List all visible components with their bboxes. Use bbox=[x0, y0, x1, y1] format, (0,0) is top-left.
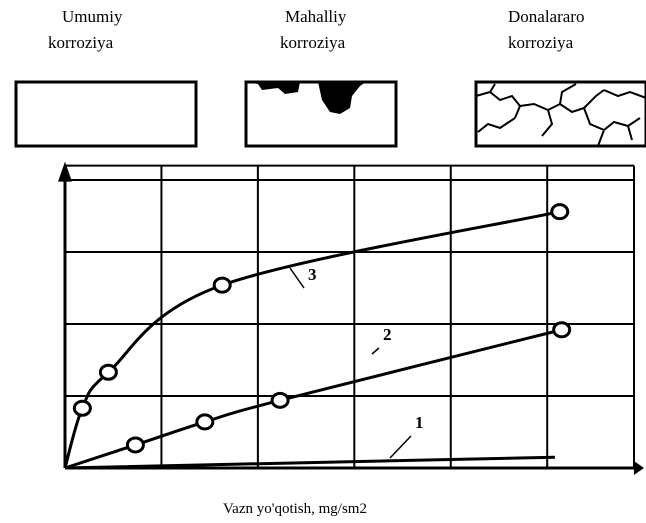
leader-line bbox=[390, 436, 411, 458]
series-line bbox=[65, 212, 560, 468]
panel-label: Donalararo bbox=[508, 7, 584, 26]
marker bbox=[554, 323, 570, 337]
corrosion-panels: Umumiy korroziya Mahalliy korroziya Dona… bbox=[16, 7, 646, 146]
series-line bbox=[65, 457, 555, 468]
panel-box bbox=[476, 82, 646, 146]
grain-cracks bbox=[476, 84, 646, 146]
panel-label: korroziya bbox=[508, 33, 574, 52]
panel-label: korroziya bbox=[280, 33, 346, 52]
marker bbox=[74, 401, 90, 415]
panel-label: Mahalliy bbox=[285, 7, 347, 26]
marker bbox=[197, 415, 213, 429]
marker bbox=[127, 438, 143, 452]
x-axis-label: Vazn yo'qotish, mg/sm2 bbox=[223, 501, 367, 517]
marker bbox=[272, 393, 288, 407]
x-axis-arrow bbox=[634, 461, 644, 475]
pit bbox=[318, 82, 366, 114]
chart: Vazn yo'qotish, mg/sm2 1 2 3 bbox=[58, 162, 644, 517]
leader-line bbox=[372, 348, 379, 354]
panel-label: Umumiy bbox=[62, 7, 123, 26]
figure: Umumiy korroziya Mahalliy korroziya Dona… bbox=[0, 0, 646, 523]
panel-box bbox=[16, 82, 196, 146]
panel-label: korroziya bbox=[48, 33, 114, 52]
marker bbox=[100, 365, 116, 379]
marker bbox=[552, 205, 568, 219]
pit bbox=[246, 82, 300, 94]
series-label: 2 bbox=[383, 325, 392, 344]
series-label: 3 bbox=[308, 265, 317, 284]
series-label: 1 bbox=[415, 413, 424, 432]
leader-line bbox=[290, 268, 304, 288]
marker bbox=[214, 278, 230, 292]
